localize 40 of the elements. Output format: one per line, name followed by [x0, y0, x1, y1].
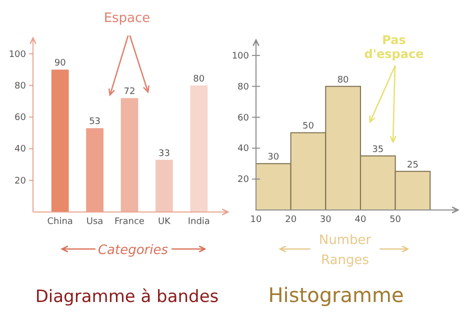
text: Diagramme à bandes	[35, 287, 219, 307]
x-tick-label: India	[188, 217, 210, 227]
x-tick-label: France	[114, 217, 145, 227]
x-tick-label: 20	[285, 215, 297, 225]
y-tick-label: 80	[14, 81, 26, 92]
data-label: 30	[268, 152, 280, 163]
y-tick-label: 60	[14, 113, 26, 124]
data-label: 53	[89, 117, 101, 128]
data-label: 33	[158, 148, 170, 159]
text: Espace	[104, 11, 150, 26]
y-tick-label: 20	[14, 176, 26, 186]
bar	[156, 160, 173, 212]
x-tick-label: China	[47, 217, 73, 227]
x-tick-label: UK	[158, 217, 172, 227]
x-axis-title: Categories	[98, 243, 168, 258]
y-tick-label: 40	[14, 144, 26, 155]
text: Histogramme	[268, 283, 404, 307]
y-tick-label: 60	[238, 113, 250, 124]
x-tick-label: 30	[320, 215, 332, 225]
annotation: Pas d'espace	[364, 33, 424, 61]
y-tick-label: 20	[238, 175, 250, 186]
data-label: 35	[372, 144, 384, 155]
y-tick-label: 100	[232, 51, 250, 62]
data-label: 90	[54, 58, 66, 69]
data-label: 80	[337, 75, 350, 86]
bar	[120, 98, 138, 212]
bar	[51, 70, 69, 212]
data-label: 50	[302, 122, 314, 132]
x-tick-label: Usa	[86, 217, 104, 227]
data-label: 72	[124, 87, 136, 98]
y-tick-label: 100	[8, 50, 26, 60]
y-tick-label: 40	[238, 144, 250, 154]
data-label: 25	[407, 160, 418, 170]
y-tick-label: 80	[238, 82, 250, 92]
data-label: 80	[193, 74, 205, 84]
x-axis-title: Number Ranges	[318, 233, 372, 268]
bar	[190, 85, 208, 212]
x-tick-label: 40	[354, 215, 366, 225]
x-tick-label: 10	[250, 215, 262, 225]
x-tick-label: 50	[390, 215, 402, 225]
